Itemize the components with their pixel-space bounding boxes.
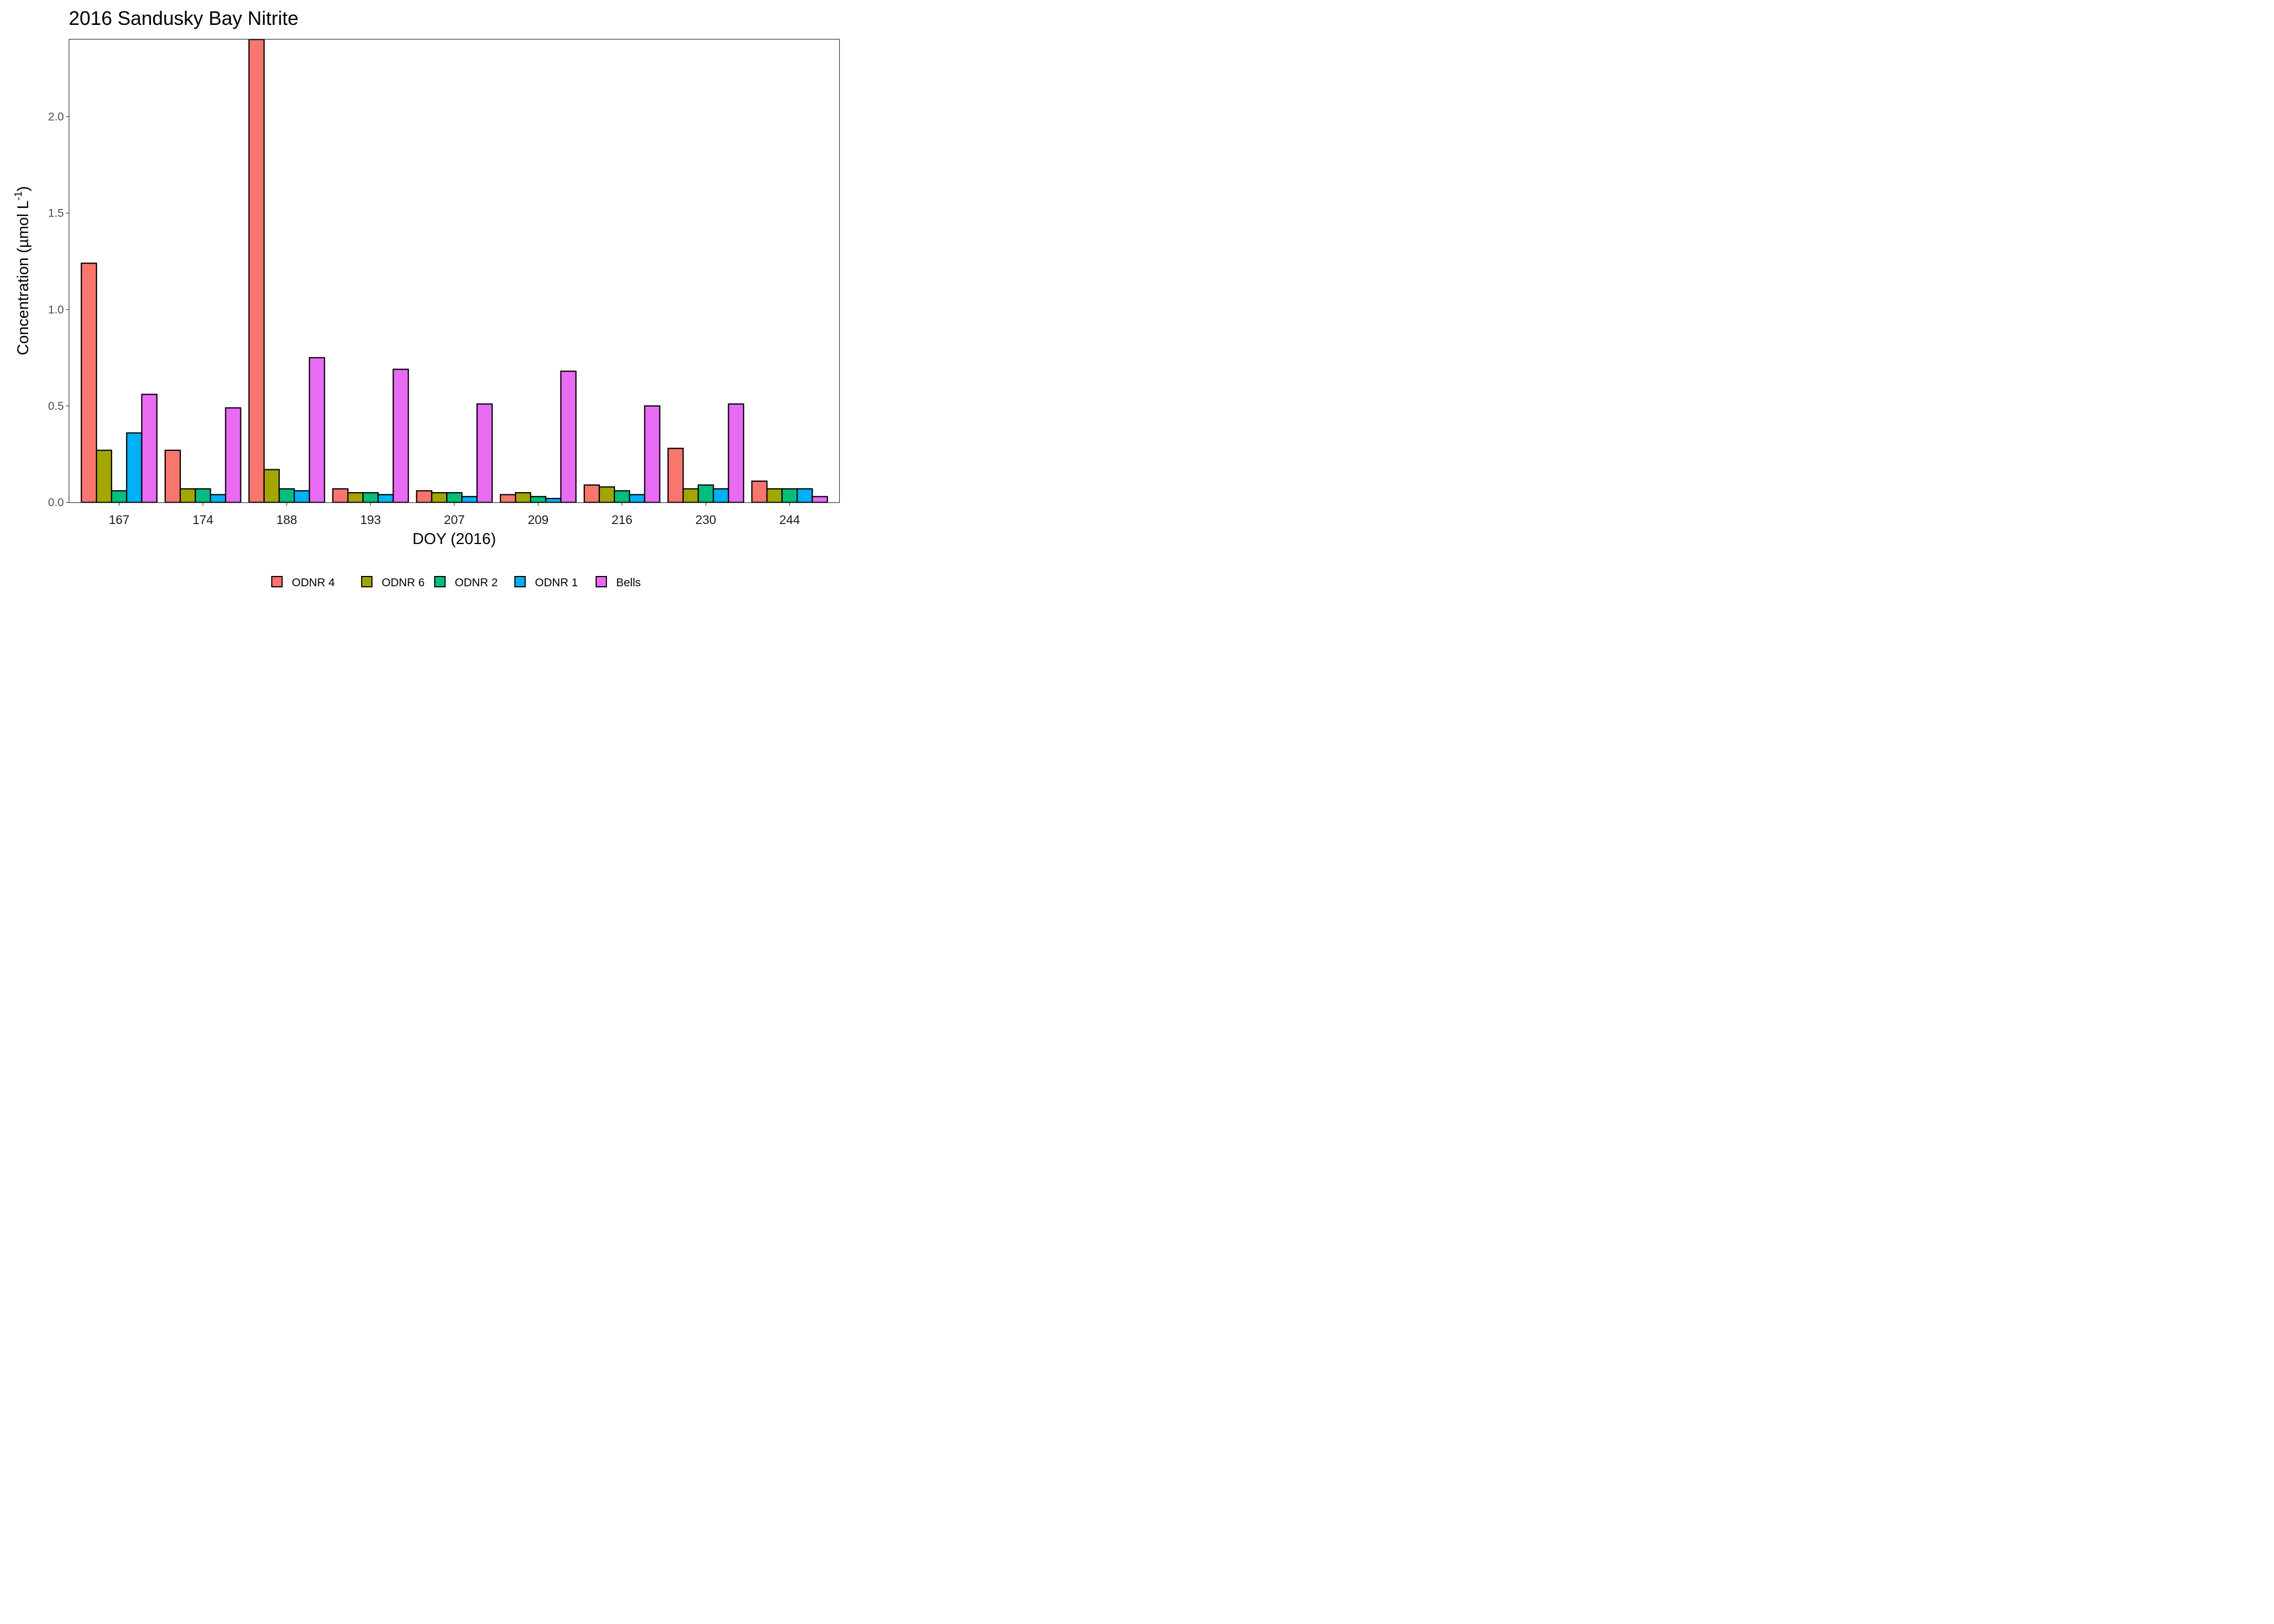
bar-odnr-2-230: [697, 484, 714, 503]
bar-odnr-1-207: [461, 496, 478, 503]
legend-key-odnr-2: [434, 576, 446, 587]
x-tick-label: 216: [612, 513, 632, 527]
x-tick-label: 207: [444, 513, 465, 527]
bar-odnr-6-193: [347, 492, 364, 503]
bar-odnr-2-209: [530, 496, 547, 503]
legend-label: ODNR 1: [535, 577, 578, 589]
x-axis: 167 174 188 193 207 209 216 230 244: [109, 502, 800, 527]
x-tick-label: 209: [528, 513, 548, 527]
y-tick-label: 0.5: [48, 400, 64, 412]
x-tick-label: 174: [193, 513, 214, 527]
bar-odnr-1-230: [713, 488, 729, 503]
x-tick-label: 193: [360, 513, 381, 527]
bar-odnr-2-188: [278, 488, 295, 503]
bar-bells-167: [141, 394, 158, 503]
legend: ODNR 4 ODNR 6 ODNR 2 ODNR 1 Bells: [271, 576, 641, 589]
bar-odnr-1-174: [210, 494, 226, 503]
bar-odnr-6-188: [263, 469, 280, 503]
chart-title: 2016 Sandusky Bay Nitrite: [69, 7, 298, 29]
bar-odnr-1-209: [545, 497, 561, 503]
bar-odnr-2-174: [194, 488, 211, 503]
y-axis-title-main: Concentration (µmol L: [15, 200, 32, 355]
bar-odnr-4-188: [248, 38, 265, 503]
x-tick-label: 244: [779, 513, 800, 527]
bar-odnr-4-209: [500, 494, 517, 503]
legend-label: ODNR 2: [455, 577, 498, 589]
y-axis: 0.0 0.5 1.0 1.5 2.0: [48, 111, 69, 509]
bar-odnr-4-193: [332, 488, 349, 503]
x-axis-title: DOY (2016): [413, 531, 496, 548]
legend-key-bells: [596, 576, 607, 587]
legend-key-odnr-6: [361, 576, 373, 587]
bar-bells-193: [393, 369, 409, 503]
bar-odnr-4-207: [416, 490, 433, 503]
bar-odnr-4-216: [583, 484, 600, 503]
legend-label: ODNR 6: [382, 577, 424, 589]
bar-odnr-4-167: [81, 263, 97, 503]
bar-odnr-6-244: [766, 488, 783, 503]
y-tick-label: 0.0: [48, 496, 64, 509]
bar-odnr-1-167: [126, 432, 142, 503]
bar-odnr-1-216: [629, 494, 645, 503]
legend-label: Bells: [616, 577, 641, 589]
bar-odnr-1-193: [377, 494, 394, 503]
legend-key-odnr-1: [514, 576, 526, 587]
bar-odnr-2-167: [110, 490, 128, 503]
bar-odnr-4-174: [164, 449, 181, 503]
x-tick-label: 188: [276, 513, 297, 527]
bar-odnr-1-188: [293, 490, 310, 503]
y-tick-label: 2.0: [48, 111, 64, 123]
bar-odnr-4-244: [751, 480, 768, 503]
bar-odnr-6-216: [598, 486, 615, 503]
y-axis-title-close: ): [15, 186, 32, 192]
bar-bells-174: [225, 407, 241, 503]
legend-key-odnr-4: [271, 576, 283, 587]
bar-bells-207: [476, 403, 493, 503]
y-tick-label: 1.5: [48, 207, 64, 220]
bar-bells-188: [309, 357, 325, 503]
bar-odnr-6-167: [96, 449, 113, 503]
bar-odnr-1-244: [796, 488, 813, 503]
x-tick-label: 230: [695, 513, 716, 527]
bar-odnr-2-207: [446, 492, 463, 503]
bar-odnr-2-193: [362, 492, 379, 503]
bar-odnr-4-230: [667, 448, 684, 503]
bar-odnr-6-209: [515, 492, 532, 503]
x-tick-label: 167: [109, 513, 129, 527]
bar-bells-230: [728, 403, 744, 503]
bar-odnr-2-216: [613, 490, 630, 503]
bar-odnr-6-174: [179, 488, 196, 503]
bar-bells-209: [560, 370, 577, 503]
bar-odnr-2-244: [781, 488, 798, 503]
bar-odnr-6-230: [682, 488, 699, 503]
legend-label: ODNR 4: [292, 577, 335, 589]
bars: [81, 38, 828, 503]
plot-panel-border: [68, 38, 840, 503]
y-tick-label: 1.0: [48, 304, 64, 316]
bar-bells-216: [644, 405, 661, 503]
bar-bells-244: [812, 496, 828, 503]
chart: 2016 Sandusky Bay Nitrite 0.0 0.5 1.0 1.5 2.…: [13, 7, 840, 589]
y-axis-title-superscript: -1: [13, 191, 24, 200]
bar-odnr-6-207: [431, 492, 448, 503]
y-axis-title: Concentration (µmol L-1): [13, 186, 32, 355]
